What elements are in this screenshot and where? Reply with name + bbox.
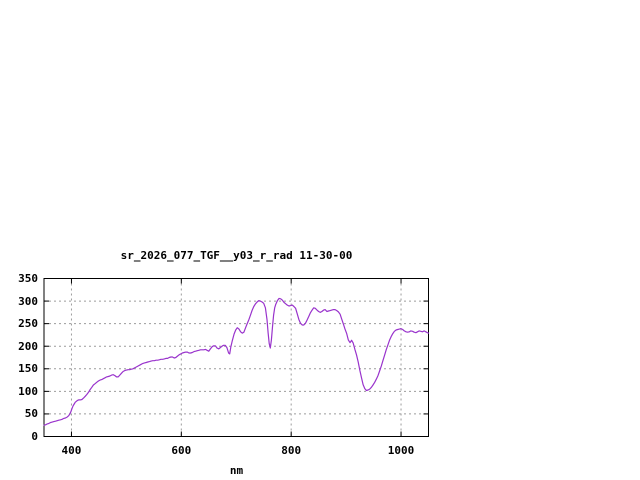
- y-tick-label: 300: [18, 294, 38, 308]
- y-tick-label: 150: [18, 362, 38, 376]
- y-tick-label: 0: [31, 430, 38, 443]
- y-tick-label: 200: [18, 339, 38, 353]
- y-tick-label: 100: [18, 384, 38, 398]
- x-tick-label: 400: [61, 444, 82, 457]
- y-tick-label: 50: [24, 407, 38, 421]
- x-tick-label: 1000: [387, 444, 415, 457]
- x-axis-label: nm: [229, 464, 244, 477]
- x-tick-label: 800: [281, 444, 302, 457]
- x-tick-label: 600: [171, 444, 192, 457]
- y-tick-label: 250: [18, 317, 38, 331]
- chart-title: sr_2026_077_TGF__y03_r_rad 11-30-00: [120, 249, 353, 262]
- plot-border: [43, 278, 429, 437]
- spectrum-line: [43, 297, 430, 426]
- y-tick-label: 350: [18, 272, 38, 285]
